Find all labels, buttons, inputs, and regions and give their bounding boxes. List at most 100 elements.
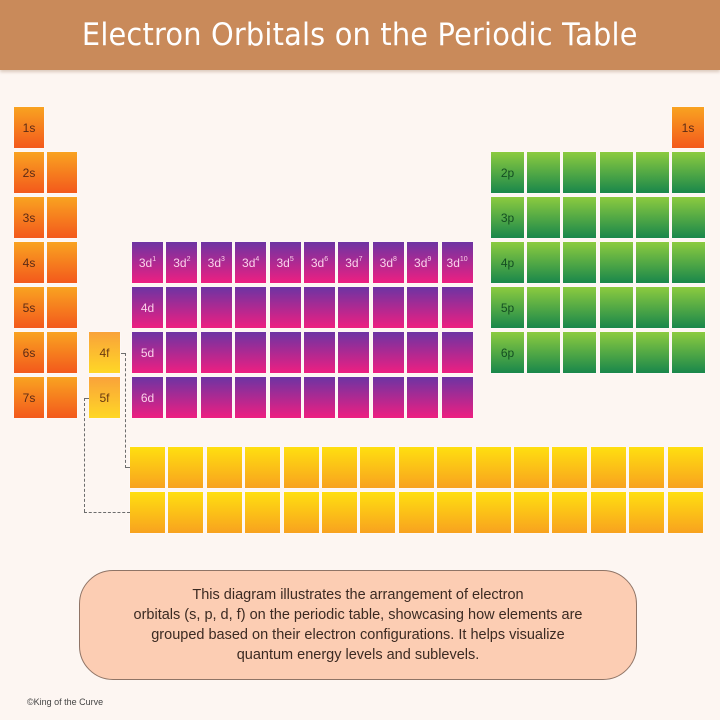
- f-block-cell: [398, 492, 434, 533]
- d-block-cell-superscript: 2: [186, 256, 191, 263]
- d-block-cell: [407, 377, 439, 418]
- d-block-cell-label: 3d: [207, 255, 222, 270]
- d-block-cell-label: 3d: [276, 255, 290, 270]
- callout-line: quantum energy levels and sublevels.: [236, 647, 480, 663]
- p-block-cell: 6p: [491, 332, 524, 373]
- p-block-cell: [635, 152, 669, 193]
- d-block-cell: 3d 7: [338, 242, 370, 283]
- inline-4f-cell-label: 4f: [99, 345, 110, 360]
- s-block-cell: [47, 377, 77, 418]
- d-block-cell: 3d 8: [372, 242, 404, 283]
- p-block-cell: [635, 332, 669, 373]
- s-block-cell: 5s: [14, 287, 44, 328]
- d-block-cell: [269, 332, 301, 373]
- p-block-cell: [527, 242, 561, 283]
- f-block-cell: [322, 447, 357, 488]
- f-block-cell: [245, 492, 281, 533]
- p-block-cell-label: 6p: [500, 345, 515, 360]
- helium-1s-cell: 1s: [672, 107, 704, 148]
- d-block-cell: [166, 332, 198, 373]
- d-block-cell: [200, 287, 232, 328]
- d-block-cell: [304, 332, 335, 373]
- p-block-cell: 2p: [491, 152, 524, 193]
- s-block-cell: 4s: [14, 242, 44, 283]
- f-block-cell: [629, 447, 665, 488]
- p-block-cell: [599, 332, 633, 373]
- d-block-cell-superscript: 4: [255, 256, 260, 263]
- p-block-cell-label: 2p: [500, 165, 515, 180]
- d-block-cell: [372, 332, 404, 373]
- f-block-cell: [590, 447, 626, 488]
- d-block-cell-label: 3d: [138, 255, 153, 270]
- d-block-cell-superscript: 6: [324, 256, 329, 263]
- f-block-cell: [322, 492, 357, 533]
- d-block-cell-label: 3d: [242, 255, 256, 270]
- d-block-cell-superscript: 7: [358, 256, 363, 263]
- f-block-cell: [552, 447, 588, 488]
- d-block-cell: [338, 332, 370, 373]
- p-block-cell: [563, 287, 597, 328]
- f-block-cell: [206, 447, 242, 488]
- f-block-cell: [667, 447, 703, 488]
- callout-line: orbitals (s, p, d, f) on the periodic ta…: [133, 607, 583, 623]
- s-block-cell-label: 6s: [22, 345, 36, 360]
- d-block-cell-label: 6d: [140, 390, 155, 405]
- d-block-cell: [407, 287, 439, 328]
- f-block-cell: [437, 447, 473, 488]
- f-block-cell: [168, 492, 204, 533]
- connector-5f-top: [84, 398, 89, 399]
- p-block-cell-label: 3p: [500, 210, 515, 225]
- inline-4f-cell: 4f: [89, 332, 120, 373]
- p-block-cell: [527, 152, 561, 193]
- f-block-cell: [130, 492, 165, 533]
- p-block-cell: [599, 287, 633, 328]
- p-block-cell: [599, 242, 633, 283]
- f-block-cell: [360, 492, 396, 533]
- s-block-cell: [47, 287, 77, 328]
- p-block-cell: [672, 332, 705, 373]
- d-block-cell: 3d 4: [235, 242, 267, 283]
- p-block-cell-label: 4p: [500, 255, 515, 270]
- d-block-cell-superscript: 9: [427, 256, 432, 263]
- callout-line: grouped based on their electron configur…: [151, 627, 565, 643]
- d-block-cell: 3d 3: [200, 242, 232, 283]
- f-block-cell: [283, 447, 319, 488]
- p-block-cell: 4p: [491, 242, 524, 283]
- s-block-cell: [47, 197, 77, 238]
- p-block-cell: [672, 152, 705, 193]
- s-block-cell: 3s: [14, 197, 44, 238]
- s-block-cell: 2s: [14, 152, 44, 193]
- callout-line: This diagram illustrates the arrangement…: [192, 587, 524, 603]
- s-block-cell: 1s: [14, 107, 44, 148]
- f-block-cell: [283, 492, 319, 533]
- d-block-cell: 6d: [132, 377, 163, 418]
- d-block-cell: [166, 287, 198, 328]
- f-block-cell: [206, 492, 242, 533]
- d-block-cell-label: 3d: [310, 255, 325, 270]
- connector-5f-bottom: [84, 512, 130, 513]
- s-block-cell-label: 7s: [22, 390, 36, 405]
- s-block-cell: 7s: [14, 377, 44, 418]
- inline-5f-cell-label: 5f: [99, 390, 110, 405]
- p-block-cell-label: 5p: [500, 300, 515, 315]
- p-block-cell: [672, 197, 705, 238]
- d-block-cell: [338, 287, 370, 328]
- f-block-cell: [437, 492, 473, 533]
- d-block-cell: [235, 287, 267, 328]
- d-block-cell-label: 3d: [345, 255, 359, 270]
- d-block-cell-label: 3d: [379, 255, 394, 270]
- p-block-cell: [672, 287, 705, 328]
- f-block-cell: [629, 492, 665, 533]
- connector-4f-bottom: [125, 467, 130, 468]
- d-block-cell: [372, 377, 404, 418]
- d-block-cell-label: 5d: [140, 345, 155, 360]
- s-block-cell-label: 4s: [22, 255, 36, 270]
- d-block-cell: [235, 332, 267, 373]
- d-block-cell-superscript: 5: [289, 256, 294, 263]
- f-block-cell: [475, 447, 511, 488]
- d-block-cell-label: 3d: [173, 255, 187, 270]
- p-block-cell: [563, 152, 597, 193]
- p-block-cell: [599, 197, 633, 238]
- f-block-cell: [168, 447, 204, 488]
- p-block-cell: [527, 332, 561, 373]
